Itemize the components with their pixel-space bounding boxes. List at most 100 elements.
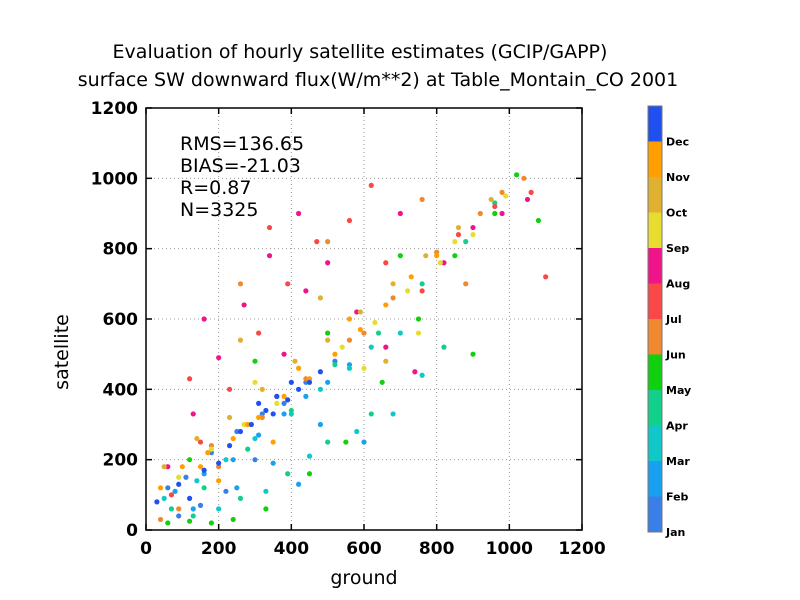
data-point-mar bbox=[317, 386, 323, 392]
data-point-sep bbox=[241, 421, 247, 428]
data-point-jan bbox=[234, 428, 240, 435]
y-axis-label: satellite bbox=[51, 314, 73, 390]
data-point-may bbox=[452, 253, 458, 259]
data-point-mar bbox=[223, 457, 229, 463]
data-point-jul bbox=[383, 260, 389, 266]
colorbar-label: Dec bbox=[666, 136, 689, 149]
data-point-may bbox=[306, 471, 313, 477]
data-point-aug bbox=[470, 224, 476, 231]
data-point-nov bbox=[270, 439, 276, 445]
data-point-jul bbox=[168, 492, 175, 498]
data-point-dec bbox=[274, 393, 280, 399]
colorbar-label: Nov bbox=[666, 171, 691, 184]
colorbar-swatch-may bbox=[648, 354, 662, 390]
data-point-dec bbox=[187, 495, 193, 501]
data-point-nov bbox=[296, 365, 302, 371]
data-point-aug bbox=[354, 309, 360, 315]
data-point-mar bbox=[368, 344, 374, 350]
data-point-jul bbox=[197, 439, 204, 445]
data-point-feb bbox=[296, 481, 302, 487]
data-point-feb bbox=[270, 460, 276, 466]
data-point-jan bbox=[197, 502, 204, 508]
data-point-apr bbox=[285, 471, 291, 477]
grid-lines bbox=[146, 108, 582, 530]
data-point-mar bbox=[354, 428, 360, 435]
data-point-jul bbox=[543, 274, 549, 280]
data-point-may bbox=[208, 520, 214, 526]
data-point-jun bbox=[390, 295, 396, 301]
data-point-aug bbox=[281, 351, 287, 357]
data-point-aug bbox=[412, 369, 418, 375]
data-point-jul bbox=[266, 224, 273, 231]
data-point-feb bbox=[281, 411, 287, 417]
data-point-feb bbox=[303, 393, 309, 399]
data-point-feb bbox=[256, 432, 262, 438]
data-point-feb bbox=[234, 485, 240, 491]
data-point-aug bbox=[266, 253, 273, 259]
colorbar-label: Jan bbox=[665, 526, 685, 539]
colorbar-swatch-oct bbox=[648, 177, 662, 213]
data-point-sep bbox=[361, 365, 367, 371]
colorbar-swatch-dec bbox=[648, 106, 662, 142]
data-point-jun bbox=[346, 337, 353, 343]
data-point-sep bbox=[274, 400, 280, 406]
data-point-may bbox=[379, 379, 385, 385]
data-point-jul bbox=[455, 232, 462, 238]
data-point-jun bbox=[419, 196, 425, 203]
data-point-aug bbox=[190, 411, 196, 417]
colorbar-swatch-sep bbox=[648, 212, 662, 248]
stat-r: R=0.87 bbox=[180, 177, 251, 199]
data-point-nov bbox=[245, 421, 251, 428]
data-point-feb bbox=[325, 379, 331, 385]
colorbar-label: Mar bbox=[666, 455, 690, 468]
data-point-jan bbox=[223, 488, 229, 494]
data-point-jul bbox=[528, 189, 534, 195]
colorbar-swatch-aug bbox=[648, 248, 662, 284]
data-point-nov bbox=[230, 435, 236, 442]
colorbar-swatch-mar bbox=[648, 425, 662, 461]
data-point-sep bbox=[452, 239, 458, 245]
data-point-nov bbox=[205, 450, 211, 456]
data-point-may bbox=[492, 210, 498, 217]
data-point-jul bbox=[492, 203, 498, 210]
y-tick-label: 0 bbox=[126, 521, 138, 541]
data-point-jun bbox=[303, 376, 309, 382]
data-point-jun bbox=[157, 516, 164, 523]
stat-rms: RMS=136.65 bbox=[180, 133, 304, 155]
colorbar-label: Sep bbox=[666, 242, 689, 255]
data-point-jul bbox=[346, 217, 353, 224]
data-point-feb bbox=[230, 457, 236, 463]
colorbar-label: Aug bbox=[666, 278, 690, 291]
data-point-may bbox=[230, 516, 236, 523]
data-point-jul bbox=[419, 288, 425, 294]
data-point-oct bbox=[226, 414, 233, 421]
data-point-dec bbox=[306, 379, 313, 385]
data-point-jun bbox=[237, 281, 244, 287]
data-point-nov bbox=[357, 326, 363, 333]
data-point-aug bbox=[201, 316, 207, 322]
data-point-mar bbox=[346, 365, 353, 371]
data-point-sep bbox=[252, 379, 258, 385]
colorbar-label: Feb bbox=[666, 491, 689, 504]
data-point-aug bbox=[325, 260, 331, 266]
stat-bias: BIAS=-21.03 bbox=[180, 155, 301, 177]
data-point-oct bbox=[357, 309, 363, 315]
x-tick-label: 800 bbox=[419, 539, 455, 559]
colorbar-label: Oct bbox=[666, 207, 687, 220]
data-point-sep bbox=[405, 288, 411, 294]
colorbar-label: Jun bbox=[665, 349, 686, 362]
data-point-mar bbox=[263, 488, 269, 494]
data-point-apr bbox=[441, 344, 447, 350]
data-point-nov bbox=[179, 464, 185, 470]
data-point-aug bbox=[524, 196, 531, 203]
data-point-apr bbox=[332, 362, 338, 368]
data-point-jan bbox=[281, 400, 287, 406]
data-point-sep bbox=[503, 193, 509, 199]
data-point-feb bbox=[361, 439, 367, 445]
data-point-sep bbox=[339, 344, 345, 350]
data-point-jan bbox=[183, 474, 189, 480]
y-tick-label: 1200 bbox=[91, 99, 138, 119]
data-point-nov bbox=[408, 274, 414, 280]
data-point-dec bbox=[216, 460, 222, 466]
